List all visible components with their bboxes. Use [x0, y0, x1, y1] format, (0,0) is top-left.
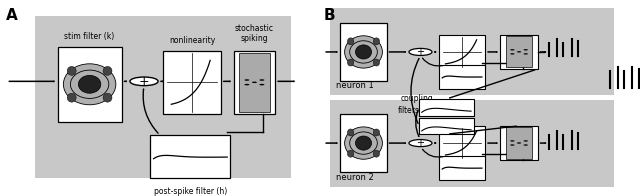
Bar [330, 8, 614, 95]
Ellipse shape [355, 45, 372, 59]
Ellipse shape [349, 132, 378, 154]
Bar [239, 53, 270, 112]
Circle shape [510, 49, 515, 51]
Bar [439, 156, 485, 180]
Circle shape [244, 84, 250, 85]
Bar [506, 127, 532, 159]
Circle shape [510, 53, 515, 54]
Ellipse shape [373, 150, 380, 157]
Bar [340, 114, 387, 172]
Text: stochastic
spiking: stochastic spiking [235, 24, 274, 43]
Ellipse shape [373, 38, 380, 45]
Text: coupling
filters (h$_{ij}$): coupling filters (h$_{ij}$) [397, 94, 436, 118]
Bar [58, 47, 122, 122]
Bar [506, 36, 532, 67]
Bar [35, 16, 291, 178]
Circle shape [510, 140, 515, 142]
Circle shape [517, 142, 521, 144]
Ellipse shape [103, 93, 112, 102]
Ellipse shape [348, 38, 354, 45]
Text: +: + [139, 75, 149, 88]
Circle shape [259, 84, 264, 85]
Ellipse shape [67, 66, 76, 75]
Text: nonlinearity: nonlinearity [169, 36, 215, 45]
Circle shape [409, 140, 432, 147]
Bar [439, 35, 485, 69]
Circle shape [524, 53, 528, 54]
Circle shape [524, 140, 528, 142]
Ellipse shape [70, 70, 109, 98]
Text: neuron 2: neuron 2 [336, 173, 374, 182]
Text: +: + [417, 47, 424, 57]
Bar [150, 135, 230, 178]
Text: stim filter (k): stim filter (k) [65, 32, 115, 41]
Ellipse shape [67, 93, 76, 102]
Ellipse shape [344, 36, 383, 68]
Ellipse shape [349, 41, 378, 63]
Bar [439, 65, 485, 89]
Ellipse shape [373, 129, 380, 136]
Bar [419, 99, 474, 116]
Ellipse shape [63, 64, 116, 105]
Ellipse shape [79, 75, 101, 93]
Text: neuron 1: neuron 1 [336, 81, 374, 90]
Ellipse shape [344, 127, 383, 159]
Bar [419, 118, 474, 134]
Circle shape [409, 48, 432, 55]
Circle shape [510, 144, 515, 146]
Ellipse shape [373, 59, 380, 66]
Ellipse shape [348, 150, 354, 157]
Text: B: B [323, 8, 335, 23]
Bar [500, 126, 538, 160]
Bar [234, 51, 275, 114]
Circle shape [524, 49, 528, 51]
Text: +: + [417, 138, 424, 148]
Circle shape [252, 82, 257, 83]
Circle shape [130, 77, 158, 86]
Circle shape [244, 79, 250, 81]
Bar [340, 23, 387, 81]
Bar [330, 100, 614, 187]
Bar [500, 35, 538, 69]
Text: $e^x$: $e^x$ [168, 59, 178, 69]
Ellipse shape [103, 66, 112, 75]
Ellipse shape [348, 59, 354, 66]
Ellipse shape [348, 129, 354, 136]
Ellipse shape [355, 136, 372, 150]
Text: A: A [6, 8, 18, 23]
Text: post-spike filter (h): post-spike filter (h) [154, 187, 227, 196]
Circle shape [517, 51, 521, 53]
Bar [163, 51, 221, 114]
Circle shape [524, 144, 528, 146]
Bar [439, 126, 485, 160]
Circle shape [259, 79, 264, 81]
